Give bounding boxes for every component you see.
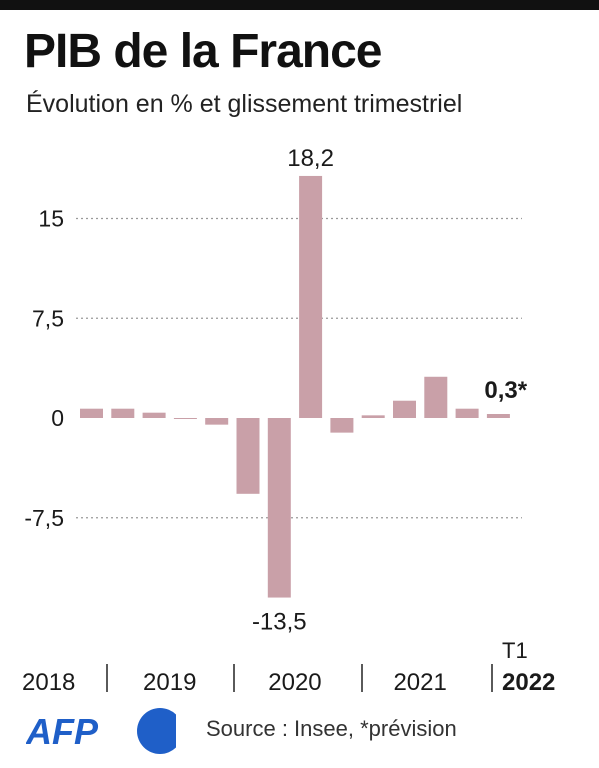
bar [142, 412, 166, 418]
bar [236, 418, 260, 494]
year-label: 2018 [22, 669, 75, 696]
source-note: Source : Insee, *prévision [206, 716, 457, 741]
afp-logo-text: AFP [26, 711, 99, 752]
data-label: -13,5 [252, 609, 307, 636]
bar [486, 414, 510, 418]
year-label: 2022 [502, 669, 555, 696]
data-label: 18,2 [287, 145, 334, 172]
bar [455, 408, 479, 418]
bar [393, 400, 416, 418]
bar [173, 418, 197, 419]
bar [267, 418, 291, 598]
bar-chart: 15 7,5 0 -7,5 -13,5 18,2 0,3* 2018 2019 2020 2021 2… [22, 145, 555, 696]
bar [299, 175, 323, 418]
bar [330, 418, 354, 433]
y-tick-label: 15 [38, 206, 64, 232]
bar [80, 408, 103, 418]
chart-title: PIB de la France [24, 25, 382, 78]
year-label: 2021 [393, 669, 446, 696]
year-label: 2020 [268, 669, 321, 696]
afp-logo: AFP [26, 708, 176, 754]
year-label: 2019 [143, 669, 196, 696]
quarter-label: T1 [502, 638, 528, 663]
bar [205, 418, 229, 425]
top-bar [0, 0, 599, 10]
y-tick-label: 0 [51, 405, 64, 431]
bar [361, 415, 385, 418]
afp-logo-circle [137, 708, 176, 754]
data-label: 0,3* [484, 377, 527, 404]
bar [424, 376, 448, 418]
y-tick-label: 7,5 [32, 305, 64, 331]
chart-subtitle: Évolution en % et glissement trimestriel [26, 90, 463, 118]
y-tick-label: -7,5 [24, 505, 64, 531]
bar [111, 408, 135, 418]
